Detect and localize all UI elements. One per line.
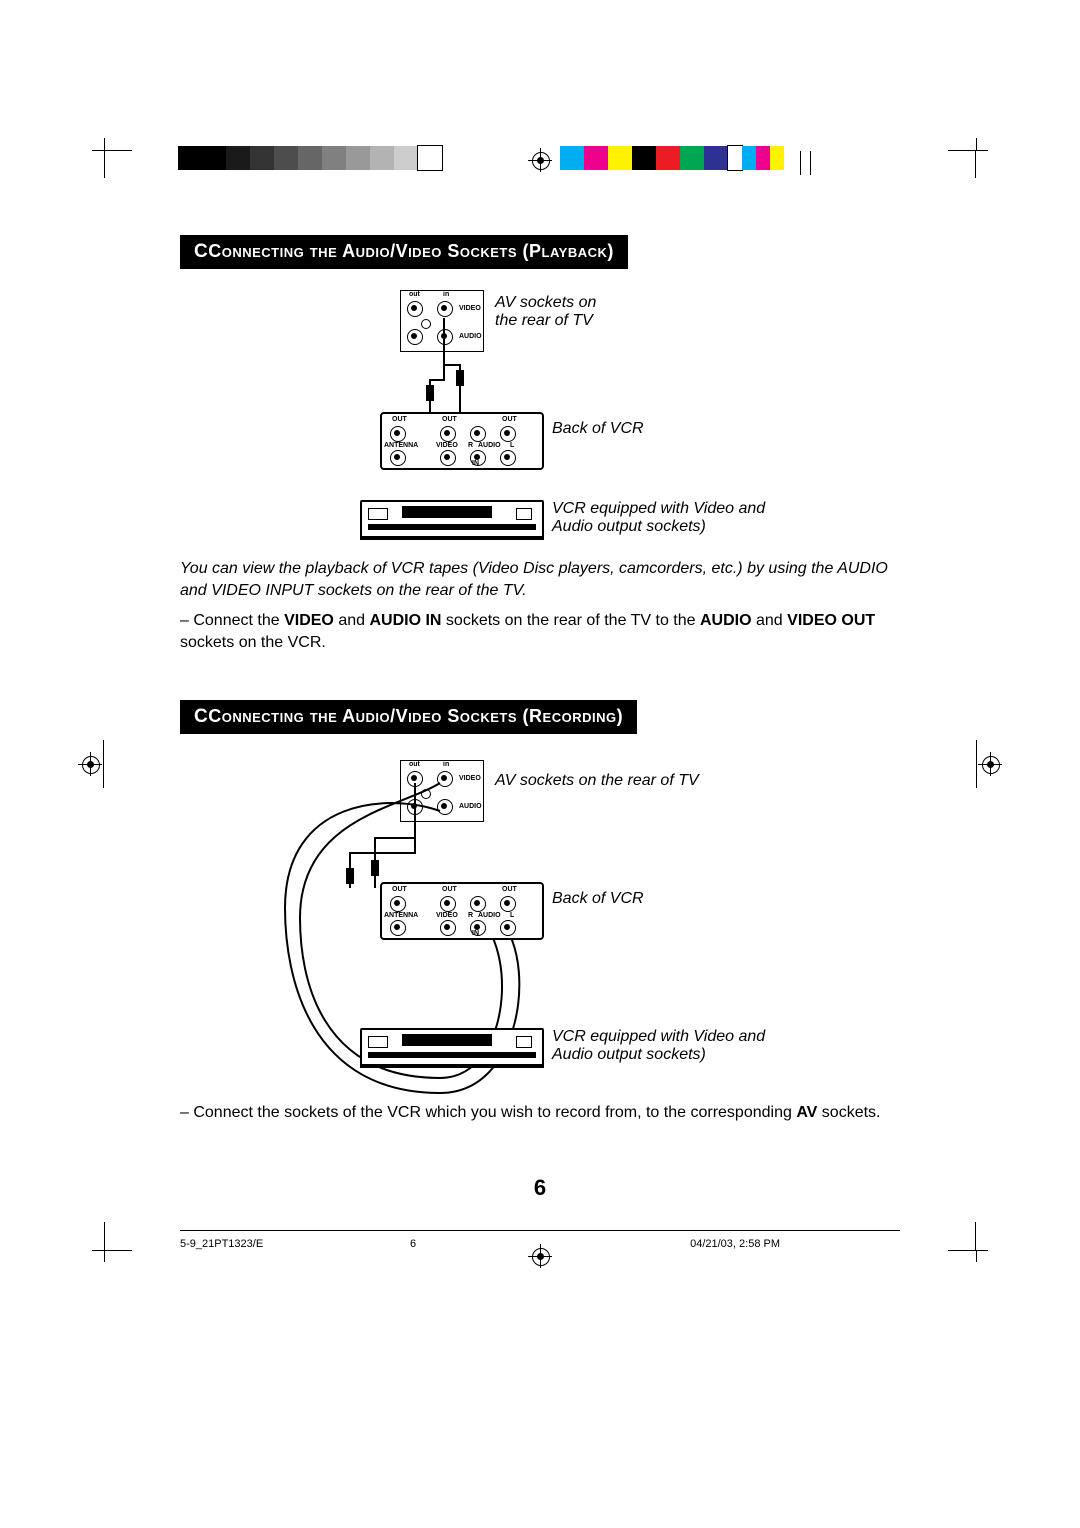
page-number: 6 bbox=[0, 1175, 1080, 1201]
label-out: out bbox=[409, 761, 420, 768]
caption-playback: You can view the playback of VCR tapes (… bbox=[180, 558, 900, 601]
bullet-recording: – Connect the sockets of the VCR which y… bbox=[180, 1102, 900, 1124]
caption-text: You can view the playback of VCR tapes (… bbox=[180, 560, 888, 599]
label-audio: AUDIO bbox=[478, 442, 501, 449]
label-antenna: ANTENNA bbox=[384, 912, 418, 919]
label-l: L bbox=[510, 442, 514, 449]
footer-mid: 6 bbox=[410, 1238, 416, 1250]
diagram-playback: out in VIDEO AUDIO AV sockets on the rea… bbox=[320, 290, 750, 580]
label-vcr-equipped: VCR equipped with Video and Audio output… bbox=[552, 500, 765, 536]
vcr-back-panel: OUT OUT OUT ANTENNA VIDEO R AUDIO L IN bbox=[380, 412, 544, 470]
section-heading-recording: CConnecting the Audio/Video Sockets (Rec… bbox=[180, 700, 637, 734]
color-bar bbox=[560, 146, 784, 170]
label-in: in bbox=[443, 291, 449, 298]
label-audio: AUDIO bbox=[478, 912, 501, 919]
label-in: IN bbox=[472, 460, 479, 467]
registration-mark-top bbox=[528, 148, 552, 172]
label-out: OUT bbox=[502, 886, 517, 893]
label-r: R bbox=[468, 912, 473, 919]
footer-right: 04/21/03, 2:58 PM bbox=[690, 1238, 780, 1250]
label-out: OUT bbox=[502, 416, 517, 423]
crop-tick bbox=[810, 151, 811, 175]
label-out: OUT bbox=[442, 886, 457, 893]
registration-mark-bottom bbox=[528, 1244, 552, 1268]
footer-left: 5-9_21PT1323/E bbox=[180, 1238, 263, 1250]
label-video: VIDEO bbox=[436, 442, 458, 449]
bullet-playback: – Connect the VIDEO and AUDIO IN sockets… bbox=[180, 610, 900, 653]
vcr-back-panel: OUT OUT OUT ANTENNA VIDEO R AUDIO L IN bbox=[380, 882, 544, 940]
label-in: IN bbox=[472, 930, 479, 937]
label-out: OUT bbox=[442, 416, 457, 423]
grayscale-bar bbox=[178, 146, 442, 170]
crop-tick bbox=[103, 740, 104, 788]
label-back-of-vcr: Back of VCR bbox=[552, 890, 644, 908]
registration-mark-left bbox=[78, 752, 102, 776]
label-vcr-equipped: VCR equipped with Video and Audio output… bbox=[552, 1028, 765, 1064]
label-video: VIDEO bbox=[436, 912, 458, 919]
label-back-of-vcr: Back of VCR bbox=[552, 420, 644, 438]
section-heading-playback: CConnecting the Audio/Video Sockets (Pla… bbox=[180, 235, 628, 269]
label-out: OUT bbox=[392, 886, 407, 893]
crop-tick bbox=[800, 151, 801, 175]
vcr-front bbox=[360, 1028, 544, 1066]
label-out: out bbox=[409, 291, 420, 298]
heading-text: Connecting the Audio/Video Sockets (Play… bbox=[208, 241, 614, 261]
diagram-recording: out in VIDEO AUDIO AV sockets on the rea… bbox=[280, 760, 800, 1120]
label-r: R bbox=[468, 442, 473, 449]
label-in: in bbox=[443, 761, 449, 768]
heading-text: Connecting the Audio/Video Sockets (Reco… bbox=[208, 706, 623, 726]
vcr-shadow bbox=[360, 536, 544, 540]
label-antenna: ANTENNA bbox=[384, 442, 418, 449]
footer-rule bbox=[180, 1230, 900, 1231]
crop-tick bbox=[976, 740, 977, 788]
label-out: OUT bbox=[392, 416, 407, 423]
registration-mark-right bbox=[978, 752, 1002, 776]
label-l: L bbox=[510, 912, 514, 919]
vcr-shadow bbox=[360, 1064, 544, 1068]
vcr-front bbox=[360, 500, 544, 538]
